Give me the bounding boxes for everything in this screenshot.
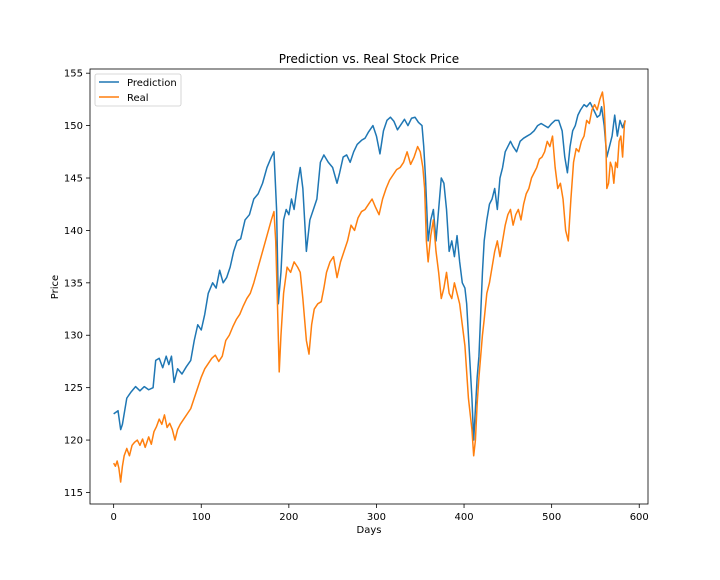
y-tick-label: 130 bbox=[64, 331, 83, 342]
x-tick-label: 400 bbox=[454, 512, 473, 523]
y-tick-label: 150 bbox=[64, 121, 83, 132]
chart-title: Prediction vs. Real Stock Price bbox=[279, 52, 459, 66]
legend-label-prediction: Prediction bbox=[127, 78, 177, 89]
plot-background bbox=[90, 69, 648, 504]
axes-layer bbox=[89, 68, 649, 505]
y-tick-label: 135 bbox=[64, 278, 83, 289]
series-line-prediction bbox=[113, 101, 626, 441]
y-tick-label: 145 bbox=[64, 174, 83, 185]
y-tick-label: 155 bbox=[64, 69, 83, 80]
axes-frame bbox=[89, 68, 649, 505]
series-line-real bbox=[112, 91, 626, 483]
x-tick-label: 100 bbox=[192, 512, 211, 523]
x-axis-label: Days bbox=[357, 525, 382, 536]
series-layer bbox=[112, 91, 626, 483]
y-tick-label: 125 bbox=[64, 383, 83, 394]
y-tick-label: 140 bbox=[64, 226, 83, 237]
y-axis-label: Price bbox=[50, 275, 61, 299]
y-tick-label: 120 bbox=[64, 436, 83, 447]
x-tick-label: 300 bbox=[367, 512, 386, 523]
y-tick-label: 115 bbox=[64, 488, 83, 499]
x-tick-label: 0 bbox=[110, 512, 116, 523]
legend: Prediction Real bbox=[94, 73, 182, 107]
x-tick-label: 600 bbox=[630, 512, 649, 523]
legend-label-real: Real bbox=[127, 93, 149, 104]
x-tick-label: 500 bbox=[542, 512, 561, 523]
x-tick-label: 200 bbox=[279, 512, 298, 523]
x-axis: 0 100 200 300 400 500 600 bbox=[110, 504, 649, 523]
plot-area bbox=[90, 69, 648, 504]
y-axis: 115 120 125 130 135 140 145 150 155 bbox=[64, 69, 90, 499]
